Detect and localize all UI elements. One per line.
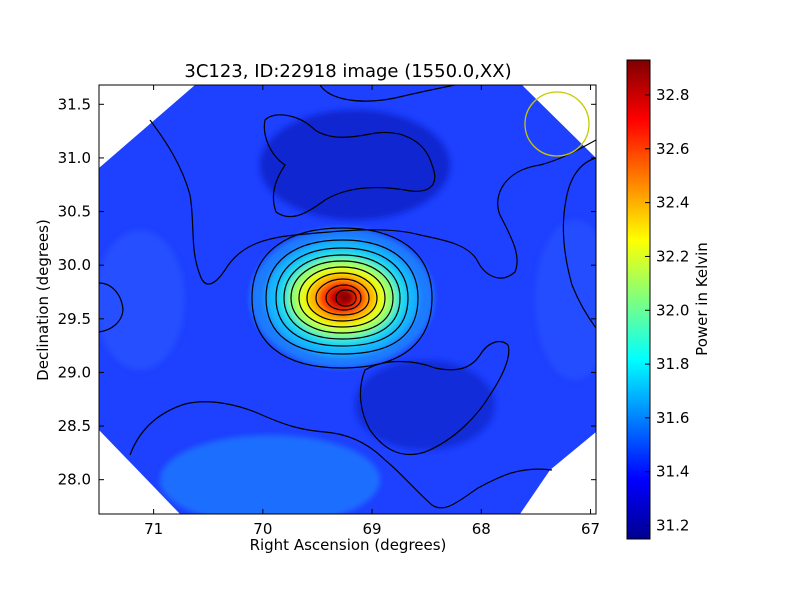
- y-tick-label: 31.5: [58, 95, 91, 113]
- colorbar-tick-label: 32.6: [656, 140, 689, 158]
- y-tick-label: 30.0: [58, 256, 91, 274]
- colorbar-gradient: [626, 59, 651, 540]
- contour-west-edge: [99, 282, 124, 333]
- contour-source-8: [315, 278, 370, 316]
- colorbar-tick-label: 31.8: [656, 355, 689, 373]
- plot-frame: [98, 84, 597, 515]
- x-tick-label: 69: [363, 520, 382, 538]
- heatmap-light-region-west: [99, 230, 185, 370]
- contour-upper-boundary: [149, 119, 596, 285]
- x-tick-label: 67: [581, 520, 600, 538]
- plot-area: [98, 84, 597, 515]
- heatmap-light-region-east: [535, 220, 596, 380]
- colorbar-tick-label: 31.2: [656, 517, 689, 535]
- y-tick-label: 30.5: [58, 203, 91, 221]
- y-tick-label: 29.0: [58, 363, 91, 381]
- y-tick-label: 29.5: [58, 310, 91, 328]
- contour-lines: [99, 85, 596, 509]
- heatmap-dark-region-south: [355, 360, 495, 450]
- colorbar-tick-label: 32.8: [656, 86, 689, 104]
- contour-south-dark: [359, 341, 510, 456]
- contour-source-6: [298, 266, 386, 328]
- heatmap-light-region-southwest: [160, 435, 380, 514]
- contour-source-4: [283, 254, 401, 340]
- contour-north-edge: [319, 85, 456, 102]
- x-axis: 71 70 69 68 67: [144, 85, 600, 538]
- x-tick-label: 71: [144, 520, 163, 538]
- y-tick-label: 28.5: [58, 417, 91, 435]
- beam-circle: [524, 91, 590, 157]
- colorbar-tick-label: 31.6: [656, 409, 689, 427]
- contour-north-dark: [263, 114, 436, 218]
- chart-title: 3C123, ID:22918 image (1550.0,XX): [184, 61, 511, 82]
- y-axis: 28.0 28.5 29.0 29.5 30.0 30.5 31.0 31.5: [58, 95, 596, 489]
- colorbar-label: Power in Kelvin: [693, 242, 711, 356]
- contour-source-3: [275, 247, 409, 347]
- x-tick-label: 68: [472, 520, 491, 538]
- y-axis-label: Declination (degrees): [34, 219, 52, 381]
- colorbar-ticks: 31.2 31.4 31.6 31.8 32.0 32.2 32.4 32.6 32.8: [645, 86, 689, 535]
- central-source: [250, 228, 434, 368]
- y-tick-label: 31.0: [58, 149, 91, 167]
- colorbar-tick-label: 31.4: [656, 463, 689, 481]
- colorbar-tick-label: 32.2: [656, 247, 689, 265]
- x-tick-label: 70: [253, 520, 272, 538]
- colorbar-tick-label: 32.0: [656, 301, 689, 319]
- colorbar-tick-label: 32.4: [656, 194, 689, 212]
- y-tick-label: 28.0: [58, 471, 91, 489]
- contour-source-1: [251, 227, 433, 369]
- contour-source-7: [306, 272, 378, 322]
- contour-source-10: [335, 289, 357, 307]
- heatmap-image: [99, 85, 596, 514]
- contour-east: [562, 157, 596, 329]
- contour-source-5: [290, 260, 394, 334]
- x-axis-label: Right Ascension (degrees): [250, 536, 447, 554]
- contour-south-edge: [129, 401, 553, 509]
- contour-source-9: [325, 284, 362, 311]
- heatmap-dark-region-north: [260, 110, 450, 220]
- contour-source-2: [265, 239, 419, 355]
- colorbar: 31.2 31.4 31.6 31.8 32.0 32.2 32.4 32.6 32.8 Pow…: [626, 59, 711, 540]
